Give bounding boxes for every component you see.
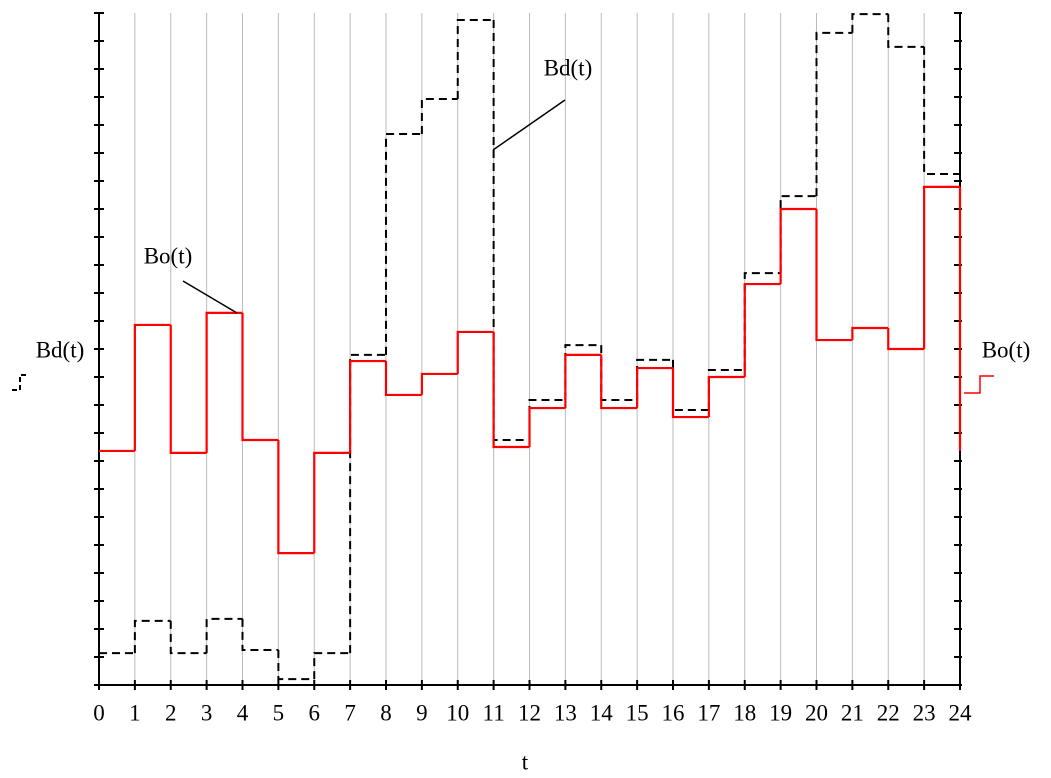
x-tick-label: 18 [733, 700, 756, 725]
step-segment [851, 13, 889, 33]
x-tick-label: 11 [483, 700, 505, 725]
step-segment [636, 366, 673, 409]
step-segment [528, 406, 566, 447]
step-segment [528, 398, 566, 440]
y-axis-label: Bd(t) [36, 337, 85, 362]
step-segment [205, 311, 243, 453]
x-tick-label: 4 [237, 700, 249, 725]
annotation: Bo(t) [144, 243, 193, 268]
step-segment [313, 652, 351, 680]
step-segment [277, 650, 315, 681]
x-tick-label: 0 [93, 700, 105, 725]
step-segment [492, 20, 530, 441]
step-segment [349, 359, 386, 453]
y2-axis-label: Bo(t) [982, 337, 1031, 362]
step-segment [241, 618, 279, 651]
step-segment [564, 344, 602, 400]
legend-marker [964, 375, 994, 394]
step-segment [420, 97, 458, 134]
x-tick-label: 24 [949, 700, 973, 725]
step-segment [313, 451, 351, 554]
x-tick-label: 21 [841, 700, 864, 725]
step-segment [349, 353, 386, 654]
x-tick-label: 1 [129, 700, 141, 725]
annotation-leader [492, 99, 566, 151]
step-segment [779, 207, 817, 285]
step-segment [923, 46, 960, 175]
step-segment [887, 328, 925, 351]
step-segment [743, 272, 781, 370]
step-segment [672, 359, 709, 412]
x-tick-label: 12 [518, 700, 541, 725]
step-segment [241, 312, 279, 442]
step-segment [133, 323, 171, 451]
step-segment [815, 209, 853, 342]
step-segment [636, 358, 673, 400]
x-tick-label: 6 [309, 700, 321, 725]
x-tick-label: 13 [554, 700, 577, 725]
step-segment [384, 361, 422, 397]
step-segment [779, 195, 817, 274]
x-tick-label: 9 [416, 700, 428, 725]
step-segment [133, 619, 171, 654]
x-tick-label: 3 [201, 700, 213, 725]
step-segment [277, 440, 315, 555]
step-segment [887, 14, 925, 48]
x-tick-label: 8 [380, 700, 392, 725]
step-segment [169, 324, 207, 454]
step-segment [671, 368, 709, 419]
x-tick-label: 17 [697, 700, 720, 725]
x-tick-label: 22 [877, 700, 900, 725]
annotation-leader [182, 280, 238, 314]
step-segment [492, 331, 530, 449]
step-segment [600, 345, 638, 401]
x-tick-label: 14 [590, 700, 614, 725]
step-segment [456, 330, 494, 374]
step-segment [923, 185, 960, 349]
annotation: Bd(t) [544, 55, 593, 80]
step-segment [420, 372, 458, 395]
step-segment [205, 617, 243, 654]
legend-marker [12, 374, 28, 391]
step-segment [707, 375, 745, 418]
x-tick-label: 16 [662, 700, 685, 725]
x-axis-label: t [522, 749, 529, 774]
x-tick-label: 7 [344, 700, 356, 725]
x-tick-label: 10 [446, 700, 469, 725]
step-segment [564, 353, 602, 409]
step-segment [743, 282, 781, 377]
step-segment [851, 326, 889, 341]
x-tick-label: 2 [165, 700, 177, 725]
x-tick-label: 5 [273, 700, 285, 725]
step-segment [456, 19, 494, 99]
step-segment [815, 31, 853, 197]
step-segment [385, 132, 422, 355]
x-tick-label: 20 [805, 700, 828, 725]
step-segment [600, 354, 638, 410]
step-segment [169, 620, 207, 655]
x-tick-label: 15 [626, 700, 649, 725]
x-tick-label: 23 [913, 700, 936, 725]
x-tick-label: 19 [769, 700, 792, 725]
